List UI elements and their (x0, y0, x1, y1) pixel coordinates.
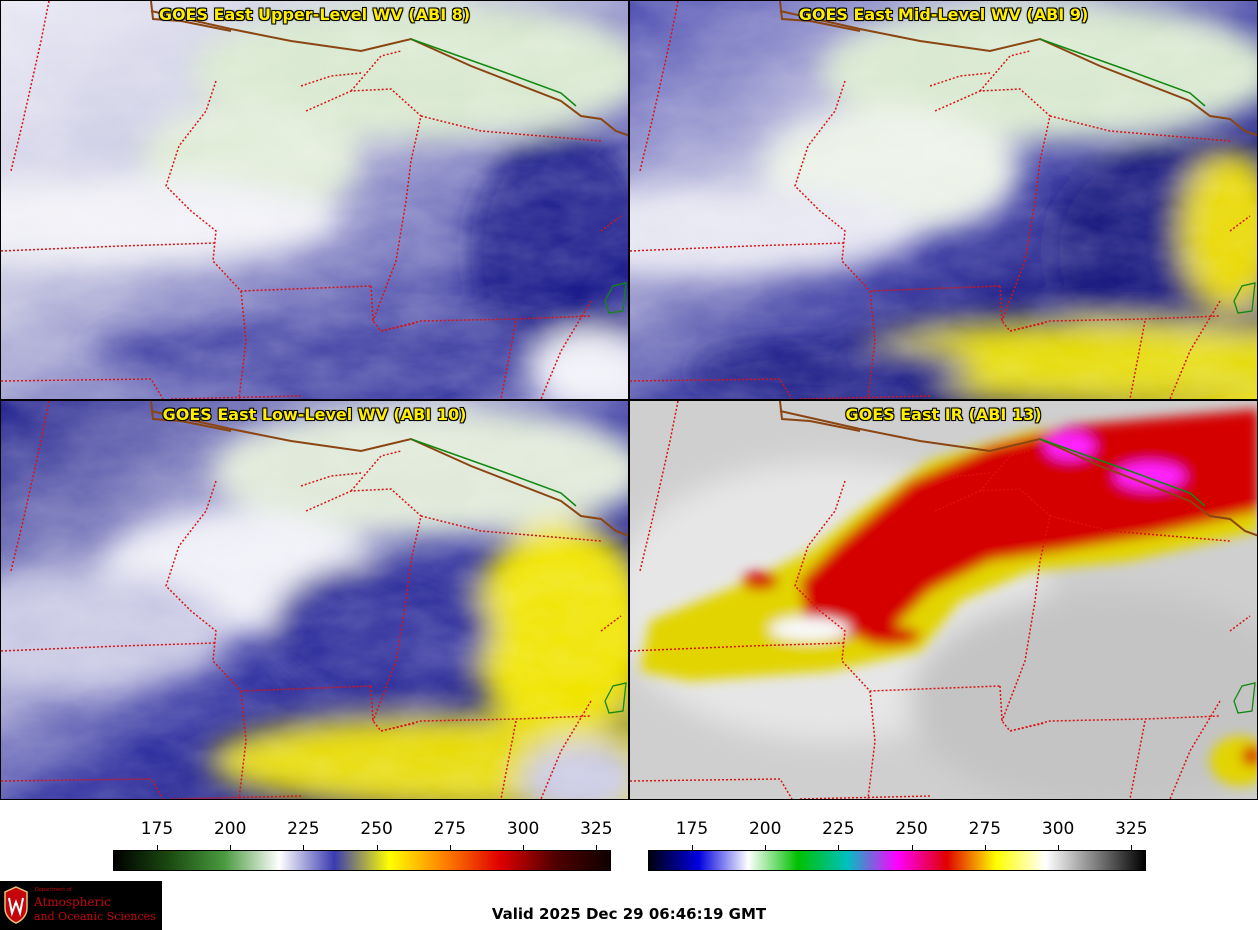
panel-low-level-wv: GOES East Low-Level WV (ABI 10) (0, 400, 629, 800)
panel-title: GOES East IR (ABI 13) (845, 405, 1042, 424)
colorbar-tick-label: 300 (1041, 819, 1075, 839)
colorbar-tick-label: 325 (580, 819, 613, 839)
colorbar-tick-label: 175 (675, 819, 709, 839)
ir-colorbar-gradient (648, 850, 1146, 871)
colorbar-tick-label: 225 (287, 819, 320, 839)
logo-dept-text: Department of (35, 887, 72, 893)
colorbar-tick-mark (838, 845, 840, 850)
logo-line2: and Oceanic Sciences (34, 910, 156, 923)
panel-upper-level-wv: GOES East Upper-Level WV (ABI 8) (0, 0, 629, 400)
wv-colorbar-gradient (113, 850, 611, 871)
colorbar-tick-label: 175 (140, 819, 174, 839)
colorbar-tick-mark (596, 845, 598, 850)
colorbar-tick-label: 275 (433, 819, 467, 839)
uw-crest-icon (4, 886, 28, 924)
colorbar-tick-label: 275 (968, 819, 1002, 839)
colorbar-tick-mark (765, 845, 767, 850)
colorbar-tick-mark (230, 845, 232, 850)
logo-line1: Atmospheric (34, 895, 111, 909)
ir-image (630, 401, 1257, 799)
colorbar-tick-label: 200 (748, 819, 782, 839)
panel-ir: GOES East IR (ABI 13) (629, 400, 1258, 800)
colorbar-tick-mark (1131, 845, 1133, 850)
colorbar-tick-label: 300 (506, 819, 540, 839)
colorbar-tick-mark (1058, 845, 1060, 850)
wv-colorbar: 175 200 225 250 275 300 325 (113, 805, 633, 875)
colorbar-tick-mark (376, 845, 378, 850)
panel-title: GOES East Upper-Level WV (ABI 8) (158, 5, 471, 24)
panel-mid-level-wv: GOES East Mid-Level WV (ABI 9) (629, 0, 1258, 400)
ir-colorbar: 175 200 225 250 275 300 325 (648, 805, 1168, 875)
upper-level-wv-image (1, 1, 628, 399)
panel-title: GOES East Mid-Level WV (ABI 9) (798, 5, 1089, 24)
colorbar-tick-mark (523, 845, 525, 850)
colorbar-tick-label: 250 (360, 819, 393, 839)
colorbar-tick-mark (156, 845, 158, 850)
colorbar-tick-label: 250 (895, 819, 928, 839)
valid-time: Valid 2025 Dec 29 06:46:19 GMT (491, 905, 767, 923)
colorbar-tick-label: 225 (822, 819, 855, 839)
colorbar-tick-mark (449, 845, 451, 850)
colorbar-tick-mark (691, 845, 693, 850)
colorbar-tick-label: 200 (213, 819, 247, 839)
colorbar-tick-mark (911, 845, 913, 850)
colorbar-tick-mark (984, 845, 986, 850)
low-level-wv-image (1, 401, 628, 799)
mid-level-wv-image (630, 1, 1257, 399)
colorbar-tick-mark (303, 845, 305, 850)
colorbar-tick-label: 325 (1115, 819, 1148, 839)
uw-aos-logo: Department of Atmospheric and Oceanic Sc… (0, 881, 162, 930)
panel-title: GOES East Low-Level WV (ABI 10) (162, 405, 467, 424)
